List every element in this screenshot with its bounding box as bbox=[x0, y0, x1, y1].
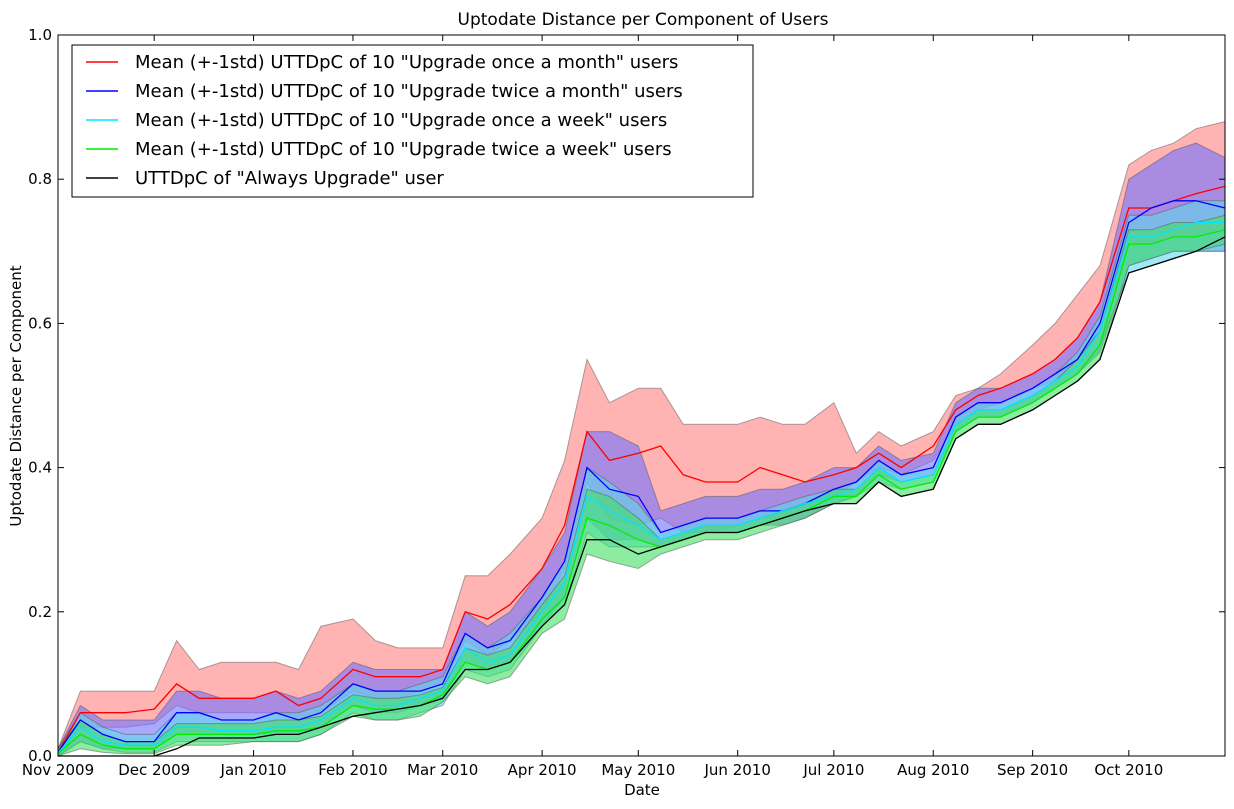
x-tick-label: Jun 2010 bbox=[703, 761, 770, 779]
x-tick-label: Dec 2009 bbox=[118, 761, 190, 779]
y-axis-label: Uptodate Distance per Component bbox=[7, 265, 25, 526]
legend-entry: Mean (+-1std) UTTDpC of 10 "Upgrade once… bbox=[135, 52, 678, 73]
x-tick-label: Apr 2010 bbox=[508, 761, 577, 779]
legend: Mean (+-1std) UTTDpC of 10 "Upgrade once… bbox=[71, 44, 754, 198]
x-tick-label: May 2010 bbox=[601, 761, 675, 779]
chart-title: Uptodate Distance per Component of Users bbox=[458, 10, 829, 30]
line-series-3 bbox=[57, 221, 1225, 754]
plot-frame bbox=[57, 34, 1226, 757]
legend-box bbox=[71, 44, 754, 198]
x-tick-label: Feb 2010 bbox=[318, 761, 388, 779]
y-tick-label: 0.2 bbox=[28, 603, 52, 621]
y-tick-label: 0.8 bbox=[28, 170, 52, 188]
legend-entry: Mean (+-1std) UTTDpC of 10 "Upgrade once… bbox=[135, 110, 667, 131]
x-axis-ticks: Nov 2009 Dec 2009 Jan 2010 Feb 2010 Mar 2010… bbox=[22, 35, 1163, 779]
line-series-2 bbox=[57, 200, 1226, 753]
x-tick-label: Nov 2009 bbox=[22, 761, 94, 779]
line-series-4 bbox=[57, 229, 1226, 755]
line-series-5 bbox=[58, 236, 1226, 757]
y-tick-label: 0.0 bbox=[28, 747, 52, 765]
line-series-1 bbox=[57, 185, 1226, 753]
x-axis-label: Date bbox=[624, 781, 660, 799]
y-tick-label: 1.0 bbox=[28, 26, 52, 44]
y-tick-label: 0.4 bbox=[28, 459, 52, 477]
x-tick-label: Jul 2010 bbox=[802, 761, 864, 779]
x-tick-label: Mar 2010 bbox=[407, 761, 478, 779]
y-axis-ticks: 0.0 0.2 0.4 0.6 0.8 1.0 bbox=[28, 26, 1225, 765]
y-tick-label: 0.6 bbox=[28, 314, 52, 332]
x-tick-label: Oct 2010 bbox=[1094, 761, 1163, 779]
x-tick-label: Jan 2010 bbox=[220, 761, 287, 779]
legend-entry: Mean (+-1std) UTTDpC of 10 "Upgrade twic… bbox=[135, 139, 672, 160]
legend-entry: Mean (+-1std) UTTDpC of 10 "Upgrade twic… bbox=[135, 81, 683, 102]
x-tick-label: Sep 2010 bbox=[997, 761, 1068, 779]
x-tick-label: Aug 2010 bbox=[897, 761, 969, 779]
series-lines bbox=[57, 185, 1226, 757]
legend-entry: UTTDpC of "Always Upgrade" user bbox=[135, 168, 444, 189]
